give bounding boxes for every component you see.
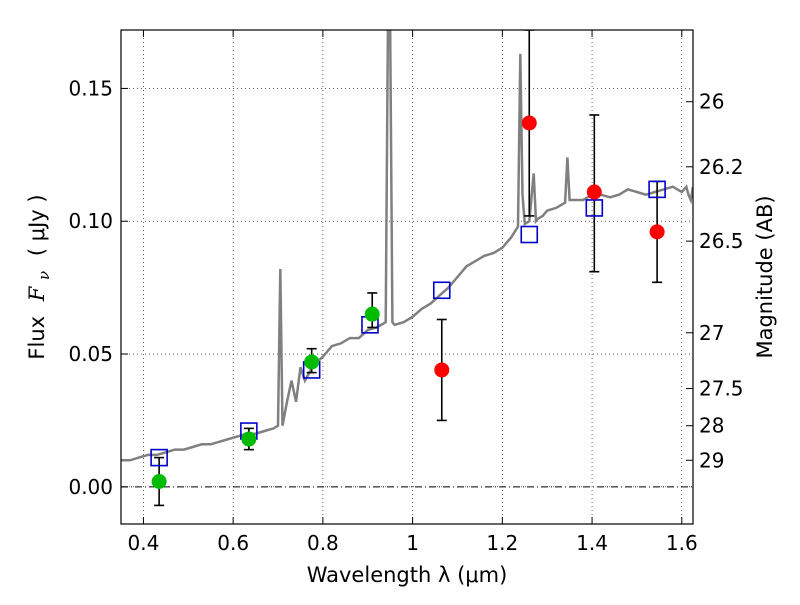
y2-tick-label-2: 26.5 bbox=[699, 229, 744, 253]
y2-tick-label-0: 26 bbox=[699, 90, 724, 114]
y-tick-label-2: 0.10 bbox=[68, 209, 113, 233]
nondetections-point-2 bbox=[586, 184, 602, 200]
y2-tick-label-1: 26.2 bbox=[699, 155, 744, 179]
y-axis-label-prefix: Flux bbox=[25, 316, 49, 360]
nondetections-point-1 bbox=[521, 115, 537, 131]
model-photometry-square-4 bbox=[432, 281, 451, 300]
plot-background bbox=[121, 30, 693, 524]
nondetections-point-3 bbox=[649, 224, 665, 240]
y2-tick-label-4: 27.5 bbox=[699, 377, 744, 401]
detections-point-0 bbox=[151, 474, 167, 490]
y2-axis-ticks: 26 26.2 26.5 27 27.5 28 29 bbox=[686, 90, 744, 472]
y-tick-label-3: 0.15 bbox=[68, 76, 113, 100]
x-tick-label-2: 0.8 bbox=[307, 531, 339, 555]
y-axis-label: Flux F ν ( μJy ) bbox=[25, 194, 54, 359]
plot-area bbox=[121, 30, 693, 507]
model-photometry-square-6 bbox=[585, 199, 604, 217]
x-tick-label-0: 0.4 bbox=[128, 531, 160, 555]
x-axis-label: Wavelength λ (μm) bbox=[307, 563, 508, 587]
detections-point-2 bbox=[304, 354, 320, 370]
observed-photometry-markers bbox=[151, 115, 665, 490]
x-tick-label-6: 1.6 bbox=[666, 531, 698, 555]
x-axis-ticks: 0.4 0.6 0.8 1 1.2 1.4 1.6 bbox=[128, 30, 698, 555]
y-tick-label-0: 0.00 bbox=[68, 475, 113, 499]
detections-point-1 bbox=[241, 431, 257, 447]
y-axis-ticks: 0.00 0.05 0.10 0.15 bbox=[68, 76, 128, 499]
y-axis-label-symbol: F bbox=[25, 285, 49, 302]
x-tick-label-1: 0.6 bbox=[217, 531, 249, 555]
x-tick-label-4: 1.2 bbox=[486, 531, 518, 555]
detections-point-3 bbox=[364, 306, 380, 322]
y2-tick-label-6: 29 bbox=[699, 448, 724, 472]
x-tick-label-5: 1.4 bbox=[576, 531, 608, 555]
y-axis-label-subscript: ν bbox=[35, 271, 53, 280]
model-photometry-square-0 bbox=[150, 448, 168, 467]
x-tick-label-3: 1 bbox=[406, 531, 419, 555]
nondetections-point-0 bbox=[434, 362, 450, 378]
y2-axis-label: Magnitude (AB) bbox=[753, 195, 777, 358]
model-photometry-square-5 bbox=[520, 225, 539, 244]
y-axis-label-units: ( μJy ) bbox=[25, 194, 49, 256]
y-tick-label-1: 0.05 bbox=[68, 342, 113, 366]
plot-frame bbox=[120, 29, 694, 525]
y2-tick-label-5: 28 bbox=[699, 414, 724, 438]
y2-tick-label-3: 27 bbox=[699, 321, 724, 345]
model-photometry-square-7 bbox=[648, 180, 666, 199]
